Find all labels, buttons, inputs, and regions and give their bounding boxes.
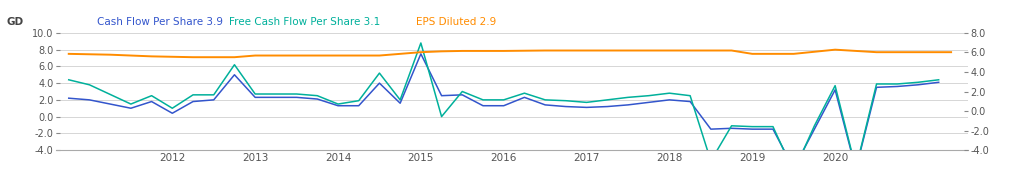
Text: EPS Diluted 2.9: EPS Diluted 2.9 bbox=[417, 17, 497, 27]
Text: GD: GD bbox=[6, 17, 24, 27]
Text: Cash Flow Per Share 3.9: Cash Flow Per Share 3.9 bbox=[97, 17, 223, 27]
Text: Free Cash Flow Per Share 3.1: Free Cash Flow Per Share 3.1 bbox=[229, 17, 381, 27]
